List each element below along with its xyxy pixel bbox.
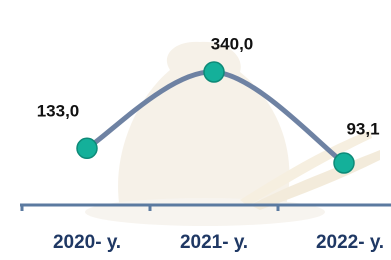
x-tick-label: 2022- у. [316,232,384,253]
data-label: 133,0 [37,101,80,120]
marker [77,138,97,158]
data-label: 340,0 [211,34,254,53]
background-illustration [85,42,380,226]
chart: 2020- у. 2021- у. 2022- у. 133,0 340,0 93,1 [0,0,391,260]
page: 2020- у.2021- у.2022- у.133,0340,093,1 (… [0,0,391,260]
x-tick-label: 2021- у. [180,232,248,253]
x-tick-label: 2020- у. [53,232,121,253]
marker [204,62,224,82]
data-label: 93,1 [346,119,379,138]
marker [334,153,354,173]
